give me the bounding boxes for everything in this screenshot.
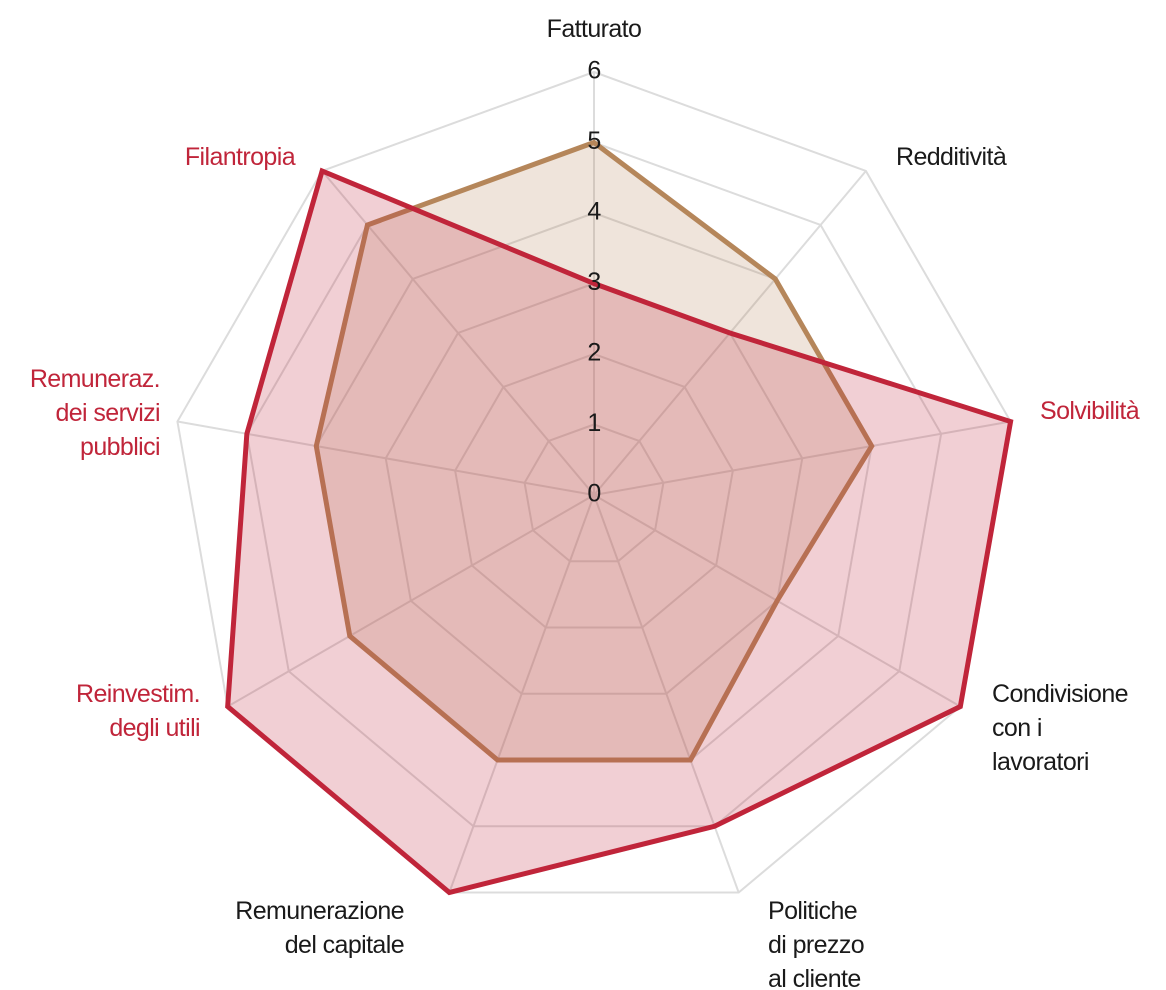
r-tick-label: 3 — [587, 268, 600, 296]
label-line: degli utili — [109, 714, 200, 742]
label-line: pubblici — [80, 433, 160, 461]
label-line: Condivisione — [992, 680, 1128, 708]
category-label: Politiche di prezzo al cliente — [768, 897, 864, 990]
category-label: Solvibilità — [1040, 397, 1140, 425]
category-label: Condivisione con i lavoratori — [992, 680, 1128, 776]
label-line: Solvibilità — [1040, 397, 1140, 425]
label-line: Remuneraz. — [30, 365, 160, 393]
r-tick-label: 0 — [587, 480, 600, 508]
label-line: Remunerazione — [235, 897, 404, 925]
grid-ring — [245, 141, 943, 828]
label-line: Filantropia — [185, 143, 296, 171]
category-label: Remuneraz. dei servizi pubblici — [30, 365, 160, 461]
grid-ring — [523, 423, 665, 563]
label-line: lavoratori — [992, 748, 1089, 776]
r-tick-label: 4 — [587, 198, 601, 226]
label-line: Redditività — [896, 143, 1007, 171]
label-line: al cliente — [768, 965, 861, 990]
label-line: di prezzo — [768, 931, 864, 959]
r-tick-label: 5 — [587, 127, 600, 155]
r-tick-label: 2 — [587, 339, 600, 367]
label-line: con i — [992, 714, 1042, 742]
r-tick-label: 6 — [587, 57, 600, 85]
label-line: Fatturato — [547, 15, 642, 43]
grid-ring — [176, 70, 1012, 894]
label-line: Politiche — [768, 897, 857, 925]
label-line: dei servizi — [55, 399, 160, 427]
grid-ring — [454, 352, 734, 629]
category-label: Remunerazione del capitale — [235, 897, 404, 959]
spoke — [227, 494, 595, 708]
spoke — [448, 494, 595, 893]
series-area — [225, 167, 1014, 896]
r-tick-label: 1 — [587, 409, 600, 437]
spoke — [593, 420, 1011, 496]
category-label: Reinvestim. degli utili — [76, 680, 200, 742]
category-label: Fatturato — [547, 15, 642, 43]
category-label: Redditività — [896, 143, 1007, 171]
label-line: del capitale — [285, 931, 404, 959]
grid-ring — [384, 282, 804, 695]
category-label: Filantropia — [185, 143, 296, 171]
label-line: Reinvestim. — [76, 680, 200, 708]
